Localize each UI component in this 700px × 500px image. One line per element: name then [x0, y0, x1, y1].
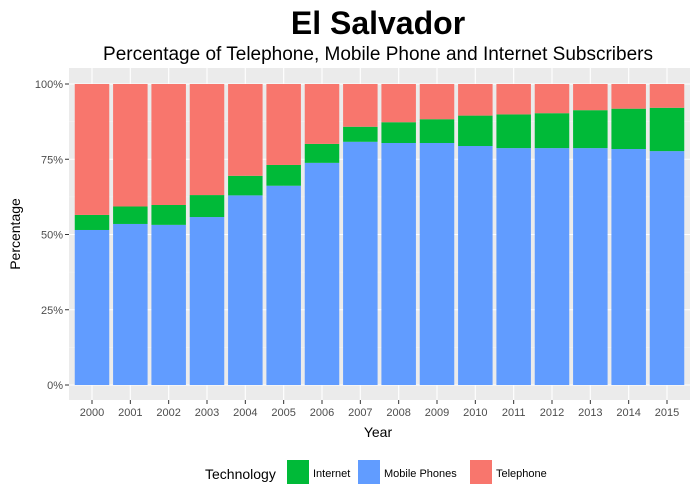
x-axis-title: Year: [364, 424, 393, 440]
bar-telephone-2004: [228, 84, 263, 176]
bar-internet-2011: [496, 114, 531, 149]
y-tick-label: 50%: [41, 230, 63, 242]
y-axis-ticks: 0% 25% 50% 75% 100%: [35, 79, 69, 392]
bar-telephone-2008: [381, 84, 416, 123]
bar-internet-2001: [113, 206, 148, 224]
x-tick-label: 2004: [233, 407, 257, 419]
bar-internet-2006: [304, 143, 340, 163]
bar-telephone-2005: [266, 84, 301, 165]
legend-key-telephone: [470, 460, 492, 484]
bar-internet-2007: [343, 126, 378, 142]
bar-mobile-phones-2005: [266, 185, 301, 385]
bar-internet-2013: [573, 110, 608, 149]
y-axis-title: Percentage: [7, 198, 23, 270]
bar-mobile-phones-2010: [458, 146, 493, 385]
x-tick-label: 2008: [386, 407, 410, 419]
bar-mobile-phones-2012: [534, 148, 570, 385]
bar-internet-2010: [458, 115, 493, 147]
x-tick-label: 2002: [156, 407, 180, 419]
bar-telephone-2014: [611, 84, 646, 109]
x-tick-label: 2001: [118, 407, 142, 419]
bar-mobile-phones-2000: [74, 229, 110, 385]
bar-mobile-phones-2004: [228, 195, 263, 385]
bar-mobile-phones-2014: [611, 149, 646, 385]
x-tick-label: 2014: [616, 407, 640, 419]
bar-telephone-2012: [534, 84, 570, 114]
bar-mobile-phones-2011: [496, 148, 531, 385]
x-tick-label: 2010: [463, 407, 487, 419]
bar-internet-2012: [534, 113, 570, 149]
x-tick-label: 2013: [578, 407, 602, 419]
x-tick-label: 2005: [271, 407, 295, 419]
x-tick-label: 2003: [195, 407, 219, 419]
legend-title: Technology: [205, 466, 276, 482]
legend: Technology Internet Mobile Phones Telephon…: [205, 460, 547, 484]
bar-telephone-2011: [496, 84, 531, 115]
bar-mobile-phones-2003: [189, 217, 225, 385]
bar-mobile-phones-2008: [381, 142, 416, 385]
chart-title: El Salvador: [291, 5, 465, 41]
x-tick-label: 2015: [655, 407, 679, 419]
y-tick-label: 75%: [41, 154, 63, 166]
bar-telephone-2007: [343, 84, 378, 127]
x-axis-ticks: 2000 2001 2002 2003 2004 2005 2006 2007 2008 2009…: [80, 400, 679, 419]
bar-telephone-2006: [304, 84, 340, 144]
bar-mobile-phones-2002: [151, 224, 186, 385]
bar-internet-2000: [74, 214, 110, 230]
chart-subtitle: Percentage of Telephone, Mobile Phone an…: [103, 44, 653, 65]
bars: [74, 84, 685, 385]
bar-internet-2003: [189, 195, 225, 218]
bar-telephone-2010: [458, 84, 493, 116]
legend-label: Mobile Phones: [384, 468, 457, 480]
legend-key-internet: [287, 460, 309, 484]
bar-internet-2015: [649, 107, 685, 152]
bar-telephone-2001: [113, 84, 148, 207]
y-tick-label: 100%: [35, 79, 63, 91]
x-tick-label: 2006: [310, 407, 334, 419]
x-tick-label: 2011: [502, 407, 526, 419]
y-tick-label: 0%: [47, 380, 63, 392]
x-tick-label: 2009: [425, 407, 449, 419]
bar-telephone-2013: [573, 84, 608, 111]
y-tick-label: 25%: [41, 305, 63, 317]
bar-telephone-2009: [419, 84, 455, 120]
bar-telephone-2000: [74, 84, 110, 215]
bar-internet-2005: [266, 164, 301, 186]
bar-mobile-phones-2013: [573, 148, 608, 385]
bar-internet-2009: [419, 119, 455, 143]
legend-label: Telephone: [496, 468, 547, 480]
bar-mobile-phones-2015: [649, 151, 685, 385]
bar-mobile-phones-2001: [113, 223, 148, 385]
legend-key-mobile-phones: [358, 460, 380, 484]
bar-telephone-2015: [649, 84, 685, 108]
x-tick-label: 2000: [80, 407, 104, 419]
legend-label: Internet: [313, 468, 350, 480]
bar-internet-2008: [381, 122, 416, 143]
x-tick-label: 2007: [348, 407, 372, 419]
bar-telephone-2003: [189, 84, 225, 196]
bar-internet-2004: [228, 175, 263, 196]
bar-mobile-phones-2007: [343, 141, 378, 385]
bar-internet-2002: [151, 205, 186, 225]
bar-telephone-2002: [151, 84, 186, 206]
x-tick-label: 2012: [540, 407, 564, 419]
bar-mobile-phones-2006: [304, 162, 340, 385]
bar-internet-2014: [611, 108, 646, 150]
bar-mobile-phones-2009: [419, 142, 455, 385]
